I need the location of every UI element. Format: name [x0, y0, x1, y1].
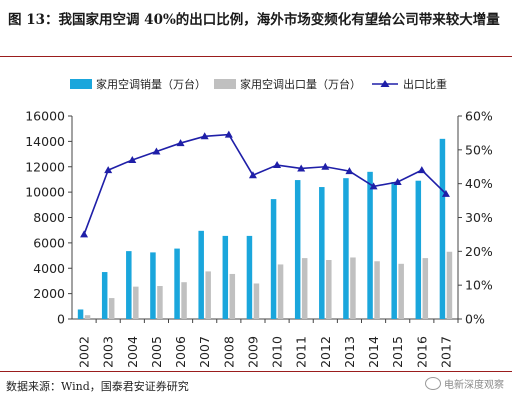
bar-export: [253, 283, 260, 319]
bar-export: [326, 260, 332, 319]
watermark: 电新深度观察: [425, 376, 504, 391]
bar-sales: [367, 171, 373, 319]
bar-sales: [391, 181, 397, 319]
legend-marker-ratio: [380, 80, 390, 87]
bar-export: [277, 264, 284, 319]
figure-title: 图 13：我国家用空调 40%的出口比例，海外市场变频化有望给公司带来较大增量: [8, 12, 500, 28]
bar-export: [205, 271, 211, 319]
y-left-tick-label: 16000: [25, 109, 65, 124]
bar-sales: [415, 180, 422, 319]
ratio-marker: [128, 155, 137, 163]
x-tick-label: 2006: [173, 336, 188, 368]
legend-label-export: 家用空调出口量（万台）: [240, 77, 361, 91]
bar-export: [157, 286, 163, 319]
ratio-marker: [441, 189, 450, 197]
ratio-marker: [297, 164, 306, 172]
ratio-marker: [224, 130, 233, 138]
bar-export: [133, 286, 139, 319]
x-tick-label: 2011: [294, 336, 309, 368]
bar-sales: [174, 248, 180, 319]
y-left-tick-label: 2000: [33, 286, 65, 301]
ratio-marker: [417, 166, 426, 174]
x-tick-label: 2004: [125, 336, 140, 368]
source-note: 数据来源：Wind，国泰君安证券研究: [6, 380, 189, 393]
x-tick-label: 2016: [414, 336, 429, 368]
bar-sales: [150, 252, 156, 319]
y-left-tick-label: 12000: [25, 159, 65, 174]
wechat-icon: [425, 377, 441, 390]
bar-export: [422, 258, 429, 319]
y-right-tick-label: 50%: [465, 142, 493, 157]
bar-export: [84, 315, 91, 319]
ratio-marker: [393, 177, 402, 185]
x-tick-label: 2002: [77, 336, 92, 368]
ratio-marker: [273, 161, 282, 169]
ratio-marker: [321, 162, 330, 170]
x-tick-label: 2012: [318, 336, 333, 368]
legend-label-ratio: 出口比重: [403, 77, 447, 91]
bar-sales: [439, 138, 446, 319]
bar-sales: [319, 187, 325, 319]
chart: 家用空调销量（万台） 家用空调出口量（万台） 出口比重 0 2000 4000 6000 80…: [25, 77, 493, 368]
x-tick-label: 2015: [390, 336, 405, 368]
bar-sales: [77, 309, 84, 319]
bar-export: [229, 273, 236, 319]
y-right-tick-label: 40%: [465, 176, 493, 191]
ratio-marker: [152, 147, 161, 155]
source-divider: [0, 371, 512, 372]
y-right-tick-label: 30%: [465, 210, 493, 225]
x-tick-label: 2013: [342, 336, 357, 368]
y-right-tick-label: 0%: [465, 312, 485, 327]
bar-sales: [101, 272, 108, 319]
bar-sales: [222, 235, 229, 319]
ratio-marker: [176, 139, 185, 147]
bar-sales: [343, 178, 349, 319]
bar-sales: [126, 251, 132, 319]
ratio-marker: [104, 166, 113, 174]
figure-title-bar: 图 13：我国家用空调 40%的出口比例，海外市场变频化有望给公司带来较大增量: [0, 0, 512, 57]
ratio-marker: [248, 171, 257, 179]
y-left-tick-label: 6000: [33, 235, 65, 250]
x-tick-label: 2003: [101, 336, 116, 368]
legend-swatch-export: [214, 79, 236, 89]
y-left-tick-label: 8000: [33, 210, 65, 225]
ratio-marker: [200, 132, 209, 140]
watermark-text: 电新深度观察: [444, 380, 504, 391]
x-tick-label: 2014: [366, 336, 381, 368]
ratio-marker: [369, 182, 378, 190]
bar-export: [181, 282, 187, 319]
bar-sales: [270, 199, 277, 319]
x-tick-label: 2009: [245, 336, 260, 368]
legend-label-sales: 家用空调销量（万台）: [96, 77, 206, 91]
y-right-tick-label: 10%: [465, 278, 493, 293]
bar-sales: [294, 180, 301, 319]
bar-export: [446, 251, 453, 319]
bar-export: [301, 258, 308, 319]
bar-export: [398, 263, 404, 319]
y-left-tick-label: 10000: [25, 185, 65, 200]
x-tick-label: 2010: [270, 336, 285, 368]
legend-swatch-sales: [70, 79, 92, 89]
x-tick-label: 2008: [221, 336, 236, 368]
x-tick-label: 2017: [438, 336, 453, 368]
bar-export: [374, 261, 380, 319]
y-right-tick-label: 20%: [465, 244, 493, 259]
ratio-marker: [80, 230, 89, 238]
x-tick-label: 2007: [197, 336, 212, 368]
y-left-tick-label: 14000: [25, 134, 65, 149]
ratio-line: [83, 133, 447, 235]
ratio-marker: [345, 167, 354, 175]
x-tick-label: 2005: [149, 336, 164, 368]
bar-export: [108, 298, 115, 319]
y-left-tick-label: 4000: [33, 261, 65, 276]
bar-sales: [246, 235, 253, 319]
y-left-tick-label: 0: [57, 312, 65, 327]
bar-export: [350, 257, 356, 319]
bar-sales: [198, 230, 204, 319]
y-right-tick-label: 60%: [465, 109, 493, 124]
